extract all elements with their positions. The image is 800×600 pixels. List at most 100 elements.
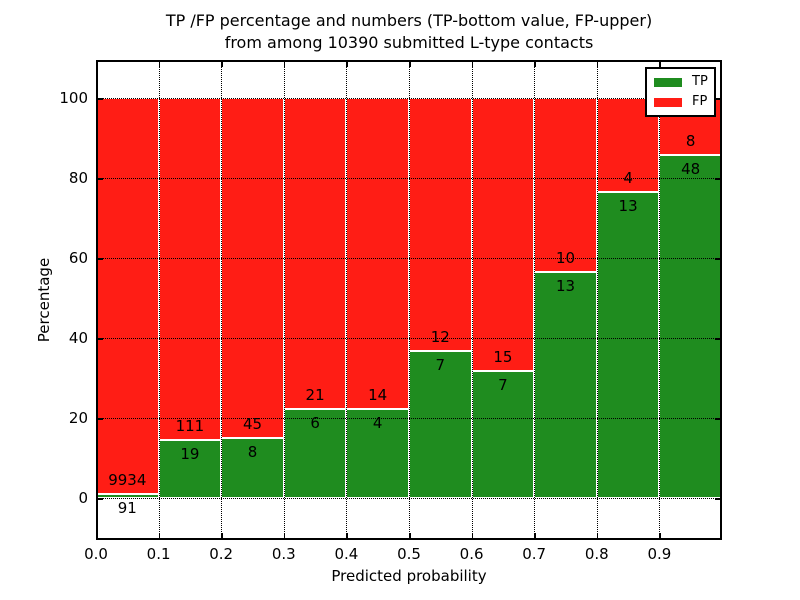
chart-title-line1: TP /FP percentage and numbers (TP-bottom… [165,11,653,30]
fp-count-label: 8 [685,132,696,151]
fp-count-label: 21 [305,386,325,405]
y-tick-mark-right [715,98,721,100]
tp-count-label: 13 [555,276,576,295]
x-tick-mark [221,533,223,539]
tp-bar-segment [283,409,347,498]
x-tick-mark [283,533,286,539]
x-tick-mark-top [659,61,661,67]
x-tick-label: 0.8 [584,545,609,563]
x-tick-label: 0.1 [146,545,171,563]
y-tick-mark [97,178,103,180]
fp-bar-segment [283,98,347,410]
vertical-gridline [659,60,661,540]
y-tick-mark [97,258,103,260]
fp-count-label: 10 [555,248,576,267]
y-tick-label: 0 [78,489,88,507]
fp-count-label: 14 [368,386,388,405]
tp-count-label: 48 [681,160,701,179]
fp-bar-segment [158,98,222,440]
y-tick-label: 80 [68,169,88,187]
fp-bar-segment [221,98,284,438]
fp-bar-segment [471,98,535,371]
y-tick-mark [97,418,103,420]
fp-color-swatch [654,97,682,107]
x-tick-mark-top [283,61,286,67]
x-tick-label: 0.2 [209,545,234,563]
tp-count-label: 91 [117,499,137,518]
vertical-gridline [221,60,223,540]
x-tick-mark [596,533,599,539]
y-tick-mark-right [715,338,721,340]
x-tick-mark-top [158,61,161,67]
x-tick-label: 0.4 [334,545,359,563]
x-tick-mark [409,533,411,539]
x-tick-label: 0.0 [84,545,108,563]
vertical-gridline [596,60,598,540]
x-tick-mark [346,533,348,539]
tp-count-label: 7 [498,375,508,394]
chart-title: TP /FP percentage and numbers (TP-bottom… [96,10,722,54]
fp-bar-segment [346,98,409,410]
tp-bar-segment [534,271,597,498]
y-tick-mark [97,498,103,500]
vertical-gridline [409,60,410,540]
tp-bar-segment [158,439,222,498]
x-tick-label: 0.7 [522,545,547,563]
x-tick-label: 0.5 [397,545,421,563]
vertical-gridline [471,60,473,540]
plot-area: TP FP 9934 91 111 19 45 8 21 6 14 4 12 7 15 7 10 13 4 13 8… [96,60,722,540]
tp-count-label: 7 [435,355,446,374]
tp-bar-segment [221,437,284,498]
tp-count-label: 6 [310,414,320,433]
y-tick-mark-right [715,178,721,180]
x-tick-mark-top [409,61,411,67]
fp-bar-segment [96,98,159,495]
x-tick-mark [659,533,661,539]
x-axis-label: Predicted probability [331,567,487,585]
tp-bar-segment [659,155,722,498]
y-tick-label: 20 [68,409,88,427]
legend-item-fp: FP [647,92,714,112]
fp-bar-segment [409,98,472,351]
tp-count-label: 19 [180,444,200,463]
x-tick-mark-top [221,61,223,67]
fp-count-label: 12 [430,327,450,346]
y-tick-mark-right [715,418,721,420]
x-tick-label: 0.6 [459,545,484,563]
vertical-gridline [158,60,160,540]
tp-count-label: 4 [372,414,383,433]
y-tick-label: 100 [59,89,88,107]
fp-count-label: 111 [175,416,205,435]
x-tick-mark-top [596,61,599,67]
y-tick-mark-right [715,258,721,260]
fp-bar-segment [534,98,597,272]
chart-title-line2: from among 10390 submitted L-type contac… [224,33,594,52]
x-tick-mark [471,533,474,539]
x-tick-mark-top [534,61,536,67]
y-axis-label: Percentage [35,257,53,343]
tp-bar-segment [596,192,660,498]
y-tick-label: 40 [68,329,88,347]
x-tick-label: 0.9 [647,545,672,563]
legend-item-tp: TP [647,72,714,92]
legend: TP FP [645,67,716,117]
x-tick-mark [534,533,536,539]
x-tick-mark [158,533,161,539]
y-tick-label: 60 [68,249,88,267]
x-tick-mark-top [471,61,474,67]
tp-count-label: 8 [247,442,258,461]
tp-color-swatch [654,77,682,87]
fp-count-label: 15 [493,347,513,366]
fp-count-label: 45 [242,414,263,433]
vertical-gridline [283,60,285,540]
y-tick-mark [97,338,103,340]
vertical-gridline [346,60,348,540]
legend-label-fp: FP [692,94,708,109]
y-tick-mark-right [715,498,721,500]
fp-count-label: 9934 [108,471,147,490]
fp-count-label: 4 [623,169,633,188]
x-tick-label: 0.3 [271,545,296,563]
vertical-gridline [534,60,536,540]
tp-count-label: 13 [618,197,638,216]
